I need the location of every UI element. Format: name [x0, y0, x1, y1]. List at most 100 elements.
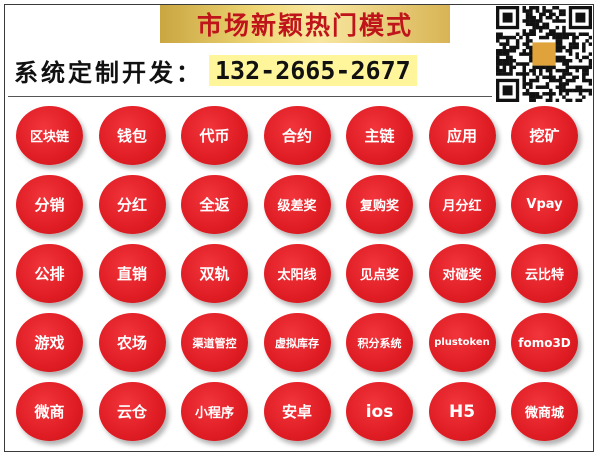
qr-module	[525, 72, 530, 76]
qr-module	[558, 32, 563, 36]
qr-module	[555, 68, 560, 73]
mode-button[interactable]: H5	[428, 382, 496, 441]
qr-module	[532, 25, 536, 30]
qr-module	[502, 42, 507, 46]
qr-module	[572, 35, 576, 40]
mode-button[interactable]: 农场	[98, 313, 166, 372]
qr-module	[515, 39, 520, 43]
mode-button[interactable]: 安卓	[263, 382, 331, 441]
qr-module	[565, 68, 570, 73]
phone-number[interactable]: 132-2665-2677	[209, 54, 417, 86]
qr-module	[562, 58, 566, 63]
qr-module	[558, 68, 563, 73]
qr-module	[548, 68, 553, 73]
mode-button[interactable]: 挖矿	[511, 106, 578, 165]
qr-module	[515, 62, 520, 66]
mode-button[interactable]: 小程序	[181, 382, 248, 441]
qr-module	[575, 68, 579, 73]
qr-module	[575, 98, 579, 103]
qr-module	[499, 52, 503, 56]
qr-module	[532, 98, 536, 103]
qr-module	[509, 45, 513, 50]
mode-button[interactable]: 分销	[16, 175, 83, 234]
qr-module	[529, 78, 533, 83]
mode-button[interactable]: 太阳线	[263, 244, 331, 303]
qr-module	[585, 65, 589, 70]
qr-module	[568, 42, 573, 46]
qr-module	[505, 72, 510, 76]
qr-module	[525, 82, 530, 86]
qr-module	[529, 95, 533, 99]
qr-module	[558, 9, 563, 13]
mode-button[interactable]: ios	[346, 382, 413, 441]
qr-module	[496, 32, 500, 36]
qr-module	[496, 55, 500, 60]
mode-button[interactable]: 复购奖	[346, 175, 413, 234]
qr-module	[555, 15, 560, 20]
qr-module	[512, 58, 517, 63]
qr-module	[532, 68, 536, 73]
mode-button[interactable]: 虚拟库存	[263, 313, 331, 372]
mode-button[interactable]: fomo3D	[511, 313, 578, 372]
mode-button[interactable]: 月分红	[428, 175, 496, 234]
qr-module	[529, 6, 533, 10]
mode-button[interactable]: 代币	[181, 106, 248, 165]
qr-module	[522, 9, 526, 13]
qr-module	[539, 35, 543, 40]
qr-module	[525, 52, 530, 56]
mode-button[interactable]: 云比特	[511, 244, 578, 303]
mode-button[interactable]: 钱包	[98, 106, 166, 165]
mode-button[interactable]: plustoken	[428, 313, 496, 372]
mode-button[interactable]: 全返	[181, 175, 248, 234]
mode-button[interactable]: 双轨	[181, 244, 248, 303]
qr-module	[562, 35, 566, 40]
mode-button[interactable]: 积分系统	[346, 313, 413, 372]
qr-module	[525, 42, 530, 46]
mode-button[interactable]: 应用	[428, 106, 496, 165]
qr-module	[548, 95, 553, 99]
mode-button[interactable]: 直销	[98, 244, 166, 303]
qr-module	[532, 29, 536, 33]
mode-button[interactable]: 区块链	[16, 106, 83, 165]
qr-module	[555, 6, 560, 10]
mode-button[interactable]: 主链	[346, 106, 413, 165]
banner: 市场新颖热门模式	[160, 5, 450, 43]
mode-button[interactable]: 公排	[16, 244, 83, 303]
qr-module	[542, 22, 546, 27]
mode-button[interactable]: 云仓	[98, 382, 166, 441]
mode-button[interactable]: 微商城	[511, 382, 578, 441]
qr-module	[535, 25, 540, 30]
qr-module	[505, 42, 510, 46]
qr-module	[545, 85, 550, 89]
qr-module	[509, 62, 513, 66]
mode-button[interactable]: 对碰奖	[428, 244, 496, 303]
qr-module	[568, 65, 573, 70]
qr-module	[588, 82, 593, 86]
mode-button[interactable]: 游戏	[16, 313, 83, 372]
qr-module	[588, 92, 593, 96]
mode-button[interactable]: 渠道管控	[181, 313, 248, 372]
qr-module	[542, 65, 546, 70]
qr-module	[562, 32, 566, 36]
qr-module	[545, 82, 550, 86]
qr-module	[552, 29, 556, 33]
mode-grid: 区块链 钱包 代币 合约 主链 应用 挖矿分销 分红 全返 级差奖 复购奖 月分红 Vpay 公排 直销 双轨…	[16, 106, 588, 446]
mode-button[interactable]: 见点奖	[346, 244, 413, 303]
qr-module	[496, 35, 500, 40]
qr-module	[585, 55, 589, 60]
qr-module	[499, 68, 503, 73]
qr-module	[578, 92, 583, 96]
mode-button[interactable]: 分红	[98, 175, 166, 234]
qr-module	[529, 39, 533, 43]
mode-button[interactable]: 微商	[16, 382, 83, 441]
qr-module	[555, 25, 560, 30]
qr-module	[519, 72, 523, 76]
qr-module	[539, 85, 543, 89]
mode-button[interactable]: Vpay	[511, 175, 578, 234]
qr-module	[558, 75, 563, 80]
mode-button[interactable]: 合约	[263, 106, 331, 165]
mode-button[interactable]: 级差奖	[263, 175, 331, 234]
qr-module	[558, 92, 563, 96]
qr-module	[496, 39, 500, 43]
qr-module	[502, 49, 507, 53]
